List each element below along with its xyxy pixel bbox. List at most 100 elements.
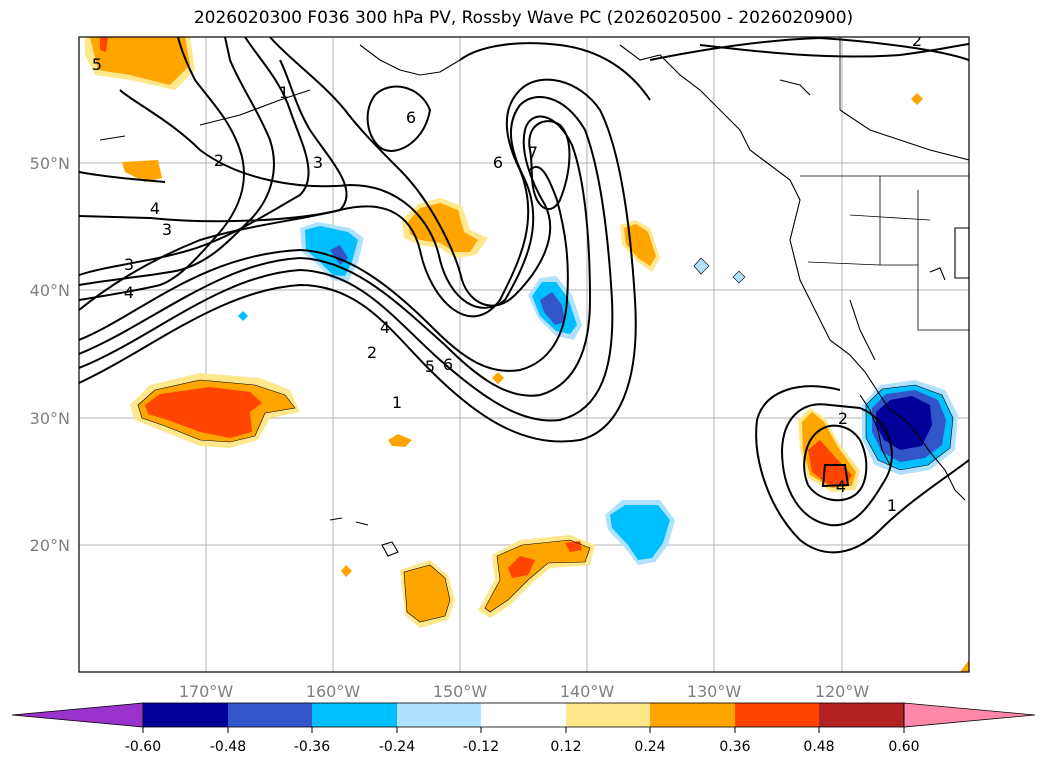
lon-label: 170°W [179, 682, 234, 701]
pv-contour [79, 37, 310, 276]
pc-patch [100, 37, 108, 52]
contour-label: 6 [493, 153, 503, 172]
coastline [199, 89, 311, 126]
contour-label: 4 [150, 199, 160, 218]
contour-label: 1 [392, 393, 402, 412]
pc-outline [732, 270, 746, 284]
contour-label: 6 [406, 108, 416, 127]
lon-labels: 170°W 160°W 150°W 140°W 130°W 120°W [179, 682, 870, 701]
pv-contour [79, 78, 637, 443]
colorbar-segment [312, 703, 397, 727]
pc-patch [624, 224, 656, 266]
pc-patch [485, 540, 590, 612]
pc-patch [508, 556, 535, 578]
lon-label: 150°W [433, 682, 488, 701]
pc-patch [492, 372, 504, 384]
colorbar-tick-label: 0.48 [803, 739, 834, 755]
colorbar-tick-label: -0.12 [463, 739, 499, 755]
lat-label: 50°N [30, 154, 70, 173]
coastline [954, 227, 969, 279]
pc-patch [911, 93, 923, 105]
colorbar-frame [142, 702, 905, 728]
lat-label: 30°N [30, 409, 70, 428]
pc-patch [960, 660, 969, 672]
colorbar-tick-label: -0.60 [125, 739, 161, 755]
contour-label: 3 [313, 153, 323, 172]
contour-label: 1 [279, 83, 289, 102]
lat-label: 40°N [30, 281, 70, 300]
lon-label: 120°W [815, 682, 870, 701]
coastline [929, 267, 946, 281]
contour-label: 1 [887, 496, 897, 515]
lon-label: 160°W [306, 682, 361, 701]
pc-patch [610, 505, 670, 560]
pv-contour [803, 424, 868, 502]
coastline [839, 109, 969, 161]
pc-patch [388, 434, 412, 447]
pc-outline [693, 257, 710, 275]
border [849, 214, 931, 221]
lon-label: 130°W [687, 682, 742, 701]
coastline [99, 135, 126, 141]
contour-label: 6 [443, 355, 453, 374]
colorbar-segment [650, 703, 735, 727]
political-borders [800, 37, 969, 331]
coastline [329, 517, 343, 521]
coastline [849, 299, 876, 361]
colorbar-tick-label: 0.60 [888, 739, 919, 755]
pc-patch [122, 160, 162, 182]
pc-patch [540, 292, 565, 325]
colorbar-segment [143, 703, 228, 727]
lon-label: 140°W [560, 682, 615, 701]
pv-contour [79, 37, 592, 397]
lat-labels: 50°N 40°N 30°N 20°N [30, 154, 70, 555]
colorbar-tick-labels: -0.60 -0.48 -0.36 -0.24 -0.12 0.12 0.24 … [125, 739, 920, 755]
pv-contours [79, 37, 969, 554]
pc-outline [403, 564, 451, 623]
pv-contour [79, 171, 166, 183]
contour-label: 2 [367, 343, 377, 362]
pc-outline [137, 379, 296, 443]
lat-label: 20°N [30, 536, 70, 555]
pv-contour [79, 89, 614, 422]
border [917, 265, 969, 331]
contour-labels: 5 1 6 7 6 2 3 4 3 3 4 4 2 5 6 1 2 4 1 2 [92, 37, 922, 515]
pc-patch [341, 565, 352, 577]
pv-contour [79, 37, 245, 301]
contour-label: 5 [425, 357, 435, 376]
pc-patch [808, 440, 852, 486]
pv-contour [79, 59, 348, 311]
map-frame [78, 36, 970, 673]
colorbar-tick-label: 0.36 [719, 739, 750, 755]
pc-patch [565, 541, 582, 552]
colorbar-tick-label: -0.36 [294, 739, 330, 755]
contour-label: 4 [124, 283, 134, 302]
pc-outline [484, 539, 591, 613]
pv-contour [459, 42, 651, 101]
colorbar-tick-label: -0.48 [210, 739, 246, 755]
contour-label: 4 [836, 477, 846, 496]
colorbar-tick-label: 0.12 [550, 739, 581, 755]
map-title: 2026020300 F036 300 hPa PV, Rossby Wave … [193, 8, 854, 28]
colorbar-segment [397, 703, 481, 727]
colorbar-segment [481, 703, 566, 727]
colorbar-ticks [142, 727, 905, 733]
coastline [381, 541, 399, 557]
contour-label: 3 [124, 255, 134, 274]
contour-label: 2 [838, 409, 848, 428]
colorbar-segment [566, 703, 650, 727]
pc-outline [865, 384, 954, 471]
pv-contour [79, 165, 569, 372]
pv-contour [780, 403, 893, 527]
colorbar-segment [819, 703, 904, 727]
pv-contour [366, 85, 432, 152]
colorbar-extend-low [11, 702, 144, 728]
contour-label: 5 [92, 55, 102, 74]
colorbar-extend-high [903, 702, 1036, 728]
coastline [355, 521, 369, 526]
pc-outline-contours [137, 257, 954, 623]
pc-patch [404, 565, 450, 622]
contour-label: 3 [162, 220, 172, 239]
gridlines [79, 37, 969, 672]
